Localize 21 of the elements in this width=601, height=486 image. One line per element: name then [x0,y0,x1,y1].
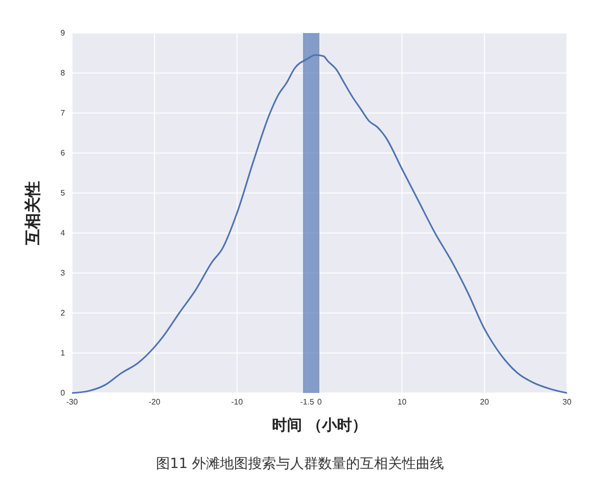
x-axis-title: 时间 （小时） [272,416,368,434]
x-tick-label: -10 [231,398,244,407]
y-tick-label: 1 [60,348,66,358]
y-tick-label: 3 [60,268,66,278]
x-tick-label: -1.5 [300,398,315,407]
caption: 图11 外滩地图搜索与人群数量的互相关性曲线 [156,456,444,472]
y-tick-label: 2 [60,308,66,318]
x-tick-label: 0 [317,398,322,407]
y-axis-title: 互相关性 [23,181,42,246]
y-tick-label: 0 [60,388,66,398]
x-tick-label: -20 [148,398,161,407]
y-tick-label: 7 [60,108,66,118]
x-tick-label: 30 [562,398,572,407]
x-tick-label: 20 [480,398,490,407]
y-tick-label: 4 [60,228,66,238]
x-tick-label: -30 [66,398,78,407]
y-tick-label: 6 [60,148,66,158]
x-tick-label: 10 [398,398,407,407]
y-tick-label: 5 [60,188,66,198]
y-tick-label: 8 [60,68,66,78]
y-tick-label: 9 [60,28,66,38]
